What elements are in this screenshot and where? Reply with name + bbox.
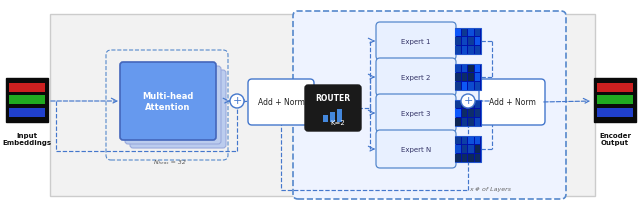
Bar xyxy=(475,29,481,37)
Bar xyxy=(468,145,474,153)
Text: Expert 1: Expert 1 xyxy=(401,39,431,45)
Bar xyxy=(475,38,481,46)
Bar xyxy=(9,84,45,93)
Bar xyxy=(50,15,595,196)
Bar xyxy=(456,154,461,162)
Bar xyxy=(330,112,335,122)
Bar xyxy=(468,47,474,54)
Bar xyxy=(468,82,474,90)
Bar xyxy=(468,110,474,117)
Bar xyxy=(6,79,48,122)
Bar xyxy=(456,110,461,117)
Bar xyxy=(456,65,461,73)
Text: Input
Embeddings: Input Embeddings xyxy=(3,132,52,146)
Bar xyxy=(468,101,474,109)
Text: Nₕₑₐ⁤ₛ = 32: Nₕₑₐ⁤ₛ = 32 xyxy=(154,159,186,164)
FancyBboxPatch shape xyxy=(305,86,361,131)
Bar xyxy=(462,65,467,73)
Bar xyxy=(462,118,467,126)
Bar xyxy=(462,47,467,54)
Bar xyxy=(475,118,481,126)
Text: Expert 3: Expert 3 xyxy=(401,110,431,116)
Bar xyxy=(475,101,481,109)
Text: Encoder
Output: Encoder Output xyxy=(599,132,631,146)
Bar xyxy=(462,101,467,109)
FancyBboxPatch shape xyxy=(376,59,456,96)
Bar xyxy=(456,47,461,54)
Bar xyxy=(475,47,481,54)
FancyBboxPatch shape xyxy=(120,63,216,140)
Bar xyxy=(9,109,45,118)
Bar xyxy=(462,74,467,81)
Bar xyxy=(475,110,481,117)
Bar xyxy=(455,65,481,91)
Bar xyxy=(475,82,481,90)
FancyBboxPatch shape xyxy=(130,71,226,148)
FancyBboxPatch shape xyxy=(376,23,456,61)
Bar xyxy=(9,95,45,104)
Bar xyxy=(475,74,481,81)
Bar xyxy=(597,109,633,118)
Bar xyxy=(597,84,633,93)
Bar xyxy=(455,29,481,55)
Bar xyxy=(455,101,481,126)
Bar xyxy=(455,136,481,162)
Bar xyxy=(468,38,474,46)
Text: ROUTER: ROUTER xyxy=(316,94,351,103)
Bar xyxy=(456,82,461,90)
Bar xyxy=(456,74,461,81)
FancyBboxPatch shape xyxy=(125,67,221,144)
Text: x # of Layers: x # of Layers xyxy=(469,187,511,192)
Circle shape xyxy=(230,94,244,109)
Text: +: + xyxy=(232,96,242,106)
Text: Add + Norm: Add + Norm xyxy=(257,98,305,107)
Bar xyxy=(323,115,328,122)
Text: Expert 2: Expert 2 xyxy=(401,75,431,81)
Bar xyxy=(462,38,467,46)
Bar xyxy=(456,101,461,109)
Bar xyxy=(475,137,481,144)
Bar xyxy=(468,154,474,162)
Bar xyxy=(462,154,467,162)
Bar xyxy=(462,82,467,90)
FancyBboxPatch shape xyxy=(293,12,566,199)
Bar xyxy=(475,145,481,153)
FancyBboxPatch shape xyxy=(479,80,545,125)
Bar xyxy=(468,137,474,144)
Bar xyxy=(456,118,461,126)
Bar xyxy=(597,95,633,104)
FancyBboxPatch shape xyxy=(376,94,456,132)
Bar xyxy=(337,110,342,122)
Bar xyxy=(468,118,474,126)
Text: +: + xyxy=(463,96,473,106)
Text: Add + Norm: Add + Norm xyxy=(488,98,536,107)
Bar xyxy=(456,145,461,153)
Bar xyxy=(468,65,474,73)
FancyBboxPatch shape xyxy=(376,130,456,168)
Bar xyxy=(462,137,467,144)
Bar xyxy=(456,38,461,46)
Bar xyxy=(462,110,467,117)
Bar xyxy=(468,74,474,81)
Bar xyxy=(468,29,474,37)
Text: Multi-head
Attention: Multi-head Attention xyxy=(142,91,194,112)
Circle shape xyxy=(461,94,475,109)
Text: K=2: K=2 xyxy=(331,119,346,125)
Bar xyxy=(456,137,461,144)
FancyBboxPatch shape xyxy=(248,80,314,125)
Bar xyxy=(462,145,467,153)
Bar xyxy=(475,154,481,162)
Bar xyxy=(594,79,636,122)
Bar xyxy=(475,65,481,73)
Bar xyxy=(462,29,467,37)
Bar xyxy=(456,29,461,37)
Text: Expert N: Expert N xyxy=(401,146,431,152)
